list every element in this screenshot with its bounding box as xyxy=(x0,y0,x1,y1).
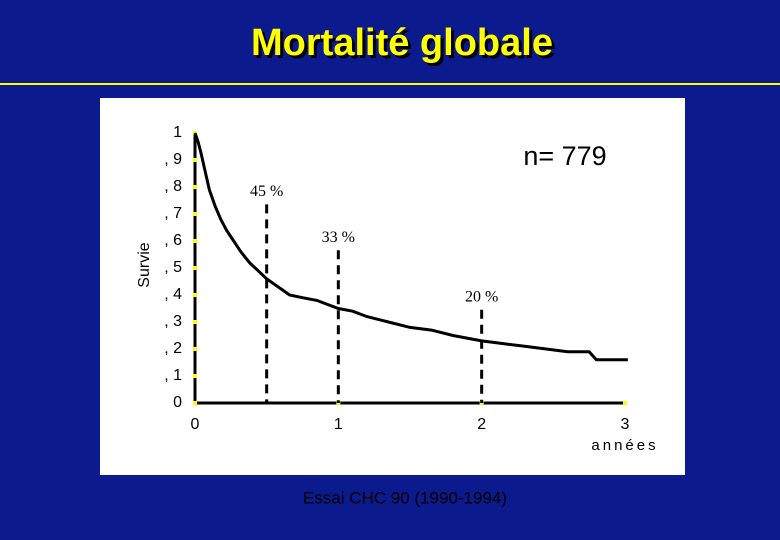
annotation-label: 33 % xyxy=(322,229,355,246)
y-tick-label: , 5 xyxy=(164,259,182,276)
y-tick-label: 0 xyxy=(173,394,182,411)
x-tick-label: 3 xyxy=(621,416,630,433)
y-tick-label: 1 xyxy=(173,124,182,141)
n-label: n= 779 xyxy=(523,141,606,171)
annotation-label: 45 % xyxy=(250,183,283,200)
y-tick xyxy=(193,347,197,351)
annotation-label: 20 % xyxy=(465,288,498,305)
y-tick xyxy=(193,185,197,189)
title-shadow: Mortalité globale xyxy=(254,25,556,67)
x-tick xyxy=(193,401,197,405)
y-tick xyxy=(193,293,197,297)
x-tick-label: 0 xyxy=(191,416,200,433)
x-tick-label: 2 xyxy=(477,416,486,433)
y-tick-label: , 7 xyxy=(164,205,182,222)
y-tick-label: , 4 xyxy=(164,286,182,303)
x-axis-label: années xyxy=(591,437,658,454)
y-tick-label: , 3 xyxy=(164,313,182,330)
y-tick xyxy=(193,212,197,216)
title: Mortalité globale xyxy=(251,22,553,64)
chart-panel xyxy=(100,98,685,475)
survival-curve xyxy=(193,132,628,362)
y-tick xyxy=(193,266,197,270)
y-tick xyxy=(193,320,197,324)
y-axis-label: Survie xyxy=(136,242,153,287)
y-tick-label: , 9 xyxy=(164,151,182,168)
y-tick-label: , 6 xyxy=(164,232,182,249)
x-tick-label: 1 xyxy=(334,416,343,433)
x-tick xyxy=(623,401,627,405)
footnote: Essai CHC 90 (1990-1994) xyxy=(303,488,507,507)
y-tick xyxy=(193,158,197,162)
y-tick xyxy=(193,239,197,243)
y-tick-label: , 1 xyxy=(164,367,182,384)
y-tick xyxy=(193,374,197,378)
y-tick-label: , 2 xyxy=(164,340,182,357)
y-tick-label: , 8 xyxy=(164,178,182,195)
